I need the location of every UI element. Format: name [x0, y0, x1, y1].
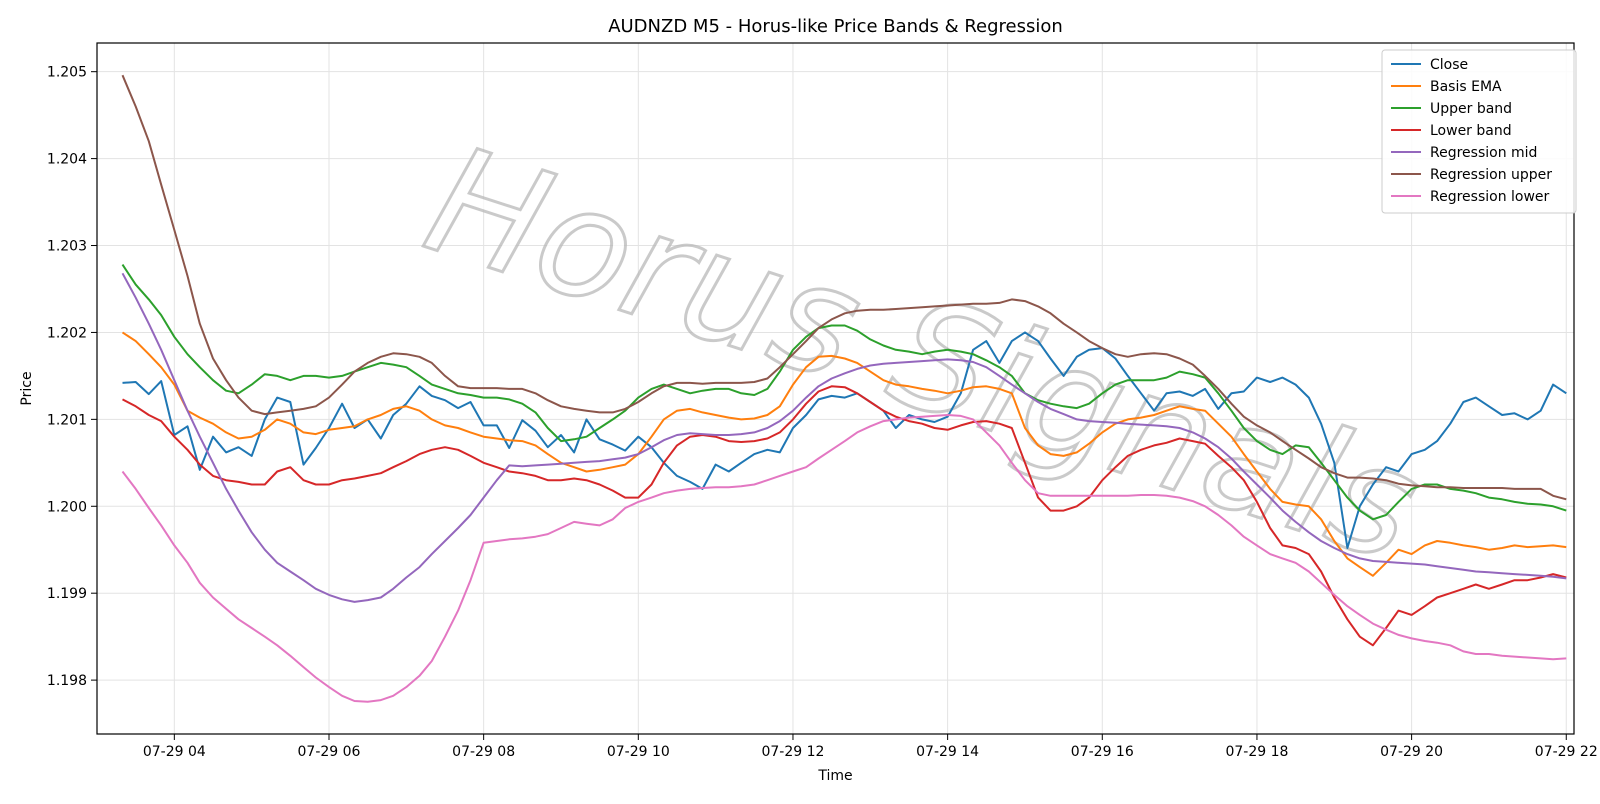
y-tick-label: 1.203	[47, 239, 87, 255]
x-tick-label: 07-29 04	[143, 744, 206, 760]
legend-label: Lower band	[1430, 123, 1512, 139]
x-tick-label: 07-29 18	[1225, 744, 1288, 760]
series-line-basis-ema	[121, 331, 1567, 577]
legend-label: Regression mid	[1430, 145, 1537, 161]
y-tick-label: 1.201	[47, 412, 87, 428]
y-tick-label: 1.199	[47, 586, 87, 602]
y-tick-label: 1.205	[47, 65, 87, 81]
tick-layer: 07-29 04 07-29 06 07-29 08 07-29 10 07-29 12…	[47, 65, 1598, 760]
legend-label: Regression upper	[1430, 167, 1552, 183]
legend: Close Basis EMA Upper band Lower band Regres…	[1381, 49, 1577, 214]
legend-label: Upper band	[1430, 101, 1512, 117]
y-tick-label: 1.200	[47, 499, 87, 515]
legend-box	[1381, 49, 1577, 214]
series-line-regression-upper	[121, 74, 1567, 501]
plot-frame	[96, 42, 1575, 735]
x-tick-label: 07-29 20	[1380, 744, 1443, 760]
x-axis-label: Time	[817, 768, 852, 784]
series-layer	[121, 74, 1567, 703]
x-tick-label: 07-29 14	[916, 744, 979, 760]
legend-label: Regression lower	[1430, 189, 1550, 205]
y-tick-label: 1.202	[47, 325, 87, 341]
x-tick-label: 07-29 10	[607, 744, 670, 760]
y-axis-label: Price	[19, 371, 35, 405]
series-line-regression-mid	[121, 272, 1567, 603]
x-tick-label: 07-29 06	[298, 744, 361, 760]
series-line-lower-band	[122, 385, 1567, 647]
x-tick-label: 07-29 16	[1071, 744, 1134, 760]
legend-label: Basis EMA	[1430, 79, 1502, 95]
x-tick-label: 07-29 12	[761, 744, 824, 760]
y-tick-label: 1.204	[47, 152, 87, 168]
y-tick-label: 1.198	[47, 673, 87, 689]
x-tick-label: 07-29 22	[1535, 744, 1598, 760]
legend-label: Close	[1430, 57, 1468, 73]
grid-layer	[97, 43, 1574, 734]
series-line-regression-lower	[121, 414, 1567, 703]
chart-title: AUDNZD M5 - Horus-like Price Bands & Reg…	[608, 16, 1063, 37]
x-tick-label: 07-29 08	[452, 744, 515, 760]
